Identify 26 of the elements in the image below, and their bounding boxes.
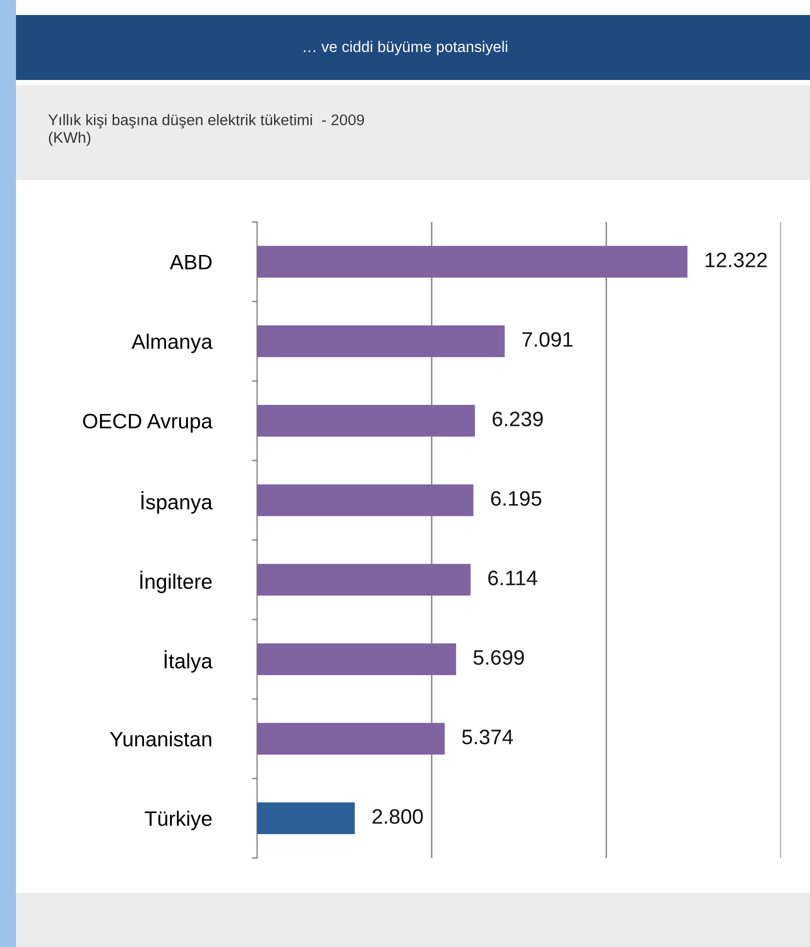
data-label: 2.800 xyxy=(372,809,423,824)
y-tick-label: İspanya xyxy=(142,491,213,514)
data-label: 5.374 xyxy=(462,730,513,744)
bar xyxy=(257,325,505,358)
bar xyxy=(257,246,688,278)
data-label: 6.114 xyxy=(488,570,538,586)
bar xyxy=(257,404,475,437)
y-tick-label: Türkiye xyxy=(144,810,212,830)
chart-title: … ve ciddi büyüme potansiyeli xyxy=(304,40,508,56)
bar xyxy=(257,722,445,755)
bar xyxy=(257,564,471,596)
data-label: 12.322 xyxy=(706,252,767,268)
data-label: 6.239 xyxy=(492,412,543,426)
chart-subtitle: Yıllık kişi başına düşen elektrik tüketimi - 2009 (KWh) xyxy=(48,114,364,146)
bar xyxy=(257,484,474,516)
bar xyxy=(257,643,456,676)
data-label: 5.699 xyxy=(474,650,524,665)
y-tick-label: ABD xyxy=(170,254,212,270)
y-tick-label: OECD Avrupa xyxy=(83,414,213,433)
bar xyxy=(257,802,355,834)
y-tick-label: Yunanistan xyxy=(110,731,212,747)
data-label: 6.195 xyxy=(491,491,542,506)
y-tick-label: Almanya xyxy=(132,334,213,354)
y-tick-label: İngiltere xyxy=(140,570,212,594)
y-tick-label: İtalya xyxy=(164,650,213,673)
data-label: 7.091 xyxy=(522,332,572,347)
